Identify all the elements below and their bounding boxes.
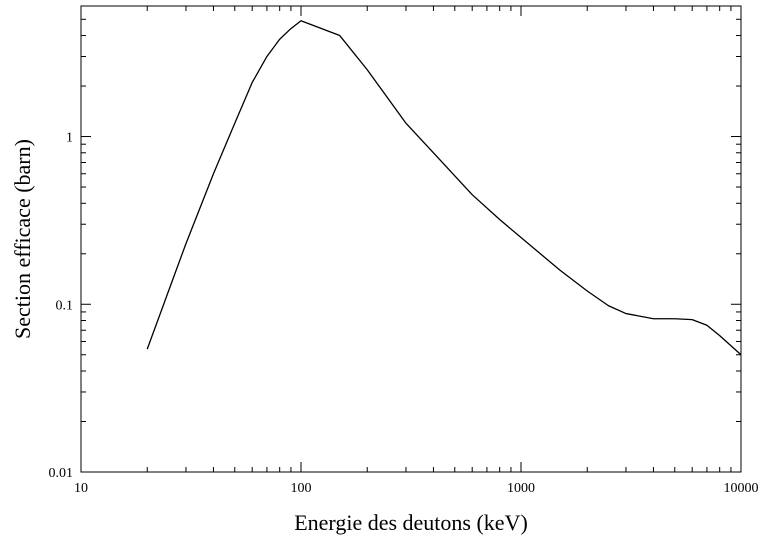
tick-labels: 10 100 1000 10000 0.01 0.1 1 — [49, 131, 759, 496]
series-line — [146, 20, 742, 356]
y-axis-title: Section efficace (barn) — [10, 139, 35, 339]
x-tick-label: 100 — [291, 481, 312, 496]
y-tick-label: 0.1 — [56, 298, 74, 313]
x-tick-label: 10 — [74, 481, 88, 496]
plot-frame — [80, 5, 742, 473]
x-tick-label: 1000 — [507, 481, 535, 496]
y-tick-label: 1 — [66, 131, 73, 146]
axis-ticks — [81, 6, 741, 472]
x-axis-title: Energie des deutons (keV) — [294, 510, 528, 535]
x-tick-label: 10000 — [724, 481, 759, 496]
y-tick-label: 0.01 — [49, 466, 74, 481]
